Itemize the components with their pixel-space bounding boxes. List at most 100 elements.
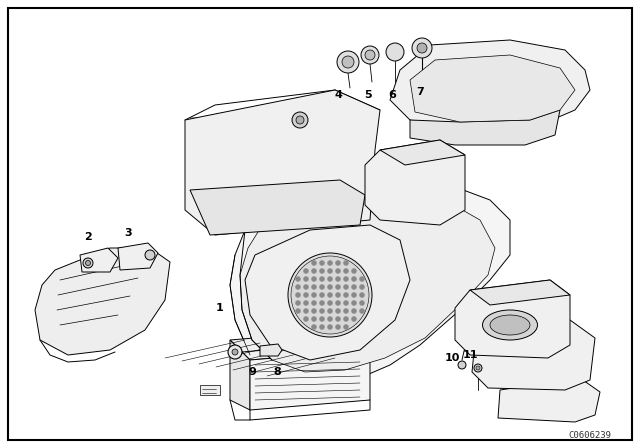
Circle shape	[296, 293, 301, 297]
Circle shape	[328, 260, 333, 266]
Circle shape	[312, 260, 317, 266]
Text: 10: 10	[444, 353, 460, 363]
Polygon shape	[455, 280, 570, 358]
Circle shape	[360, 284, 365, 289]
Circle shape	[312, 301, 317, 306]
Circle shape	[360, 301, 365, 306]
Polygon shape	[498, 378, 600, 422]
Circle shape	[303, 293, 308, 297]
Circle shape	[328, 293, 333, 297]
Circle shape	[386, 43, 404, 61]
Circle shape	[328, 276, 333, 281]
Polygon shape	[118, 243, 158, 270]
Circle shape	[328, 284, 333, 289]
Circle shape	[319, 301, 324, 306]
Circle shape	[328, 309, 333, 314]
Circle shape	[296, 309, 301, 314]
Circle shape	[303, 301, 308, 306]
Polygon shape	[80, 248, 118, 272]
Circle shape	[86, 260, 90, 266]
Circle shape	[474, 364, 482, 372]
Circle shape	[296, 116, 304, 124]
Circle shape	[328, 301, 333, 306]
Polygon shape	[365, 140, 465, 225]
Circle shape	[476, 366, 480, 370]
Circle shape	[291, 256, 369, 334]
Text: 2: 2	[84, 232, 92, 242]
Circle shape	[335, 284, 340, 289]
Polygon shape	[250, 350, 370, 410]
Circle shape	[319, 268, 324, 273]
Circle shape	[145, 250, 155, 260]
Polygon shape	[380, 140, 465, 165]
Circle shape	[344, 324, 349, 329]
Circle shape	[319, 309, 324, 314]
Circle shape	[335, 316, 340, 322]
Circle shape	[344, 309, 349, 314]
Circle shape	[319, 316, 324, 322]
Circle shape	[303, 268, 308, 273]
Text: 1: 1	[216, 303, 224, 313]
Circle shape	[351, 316, 356, 322]
Circle shape	[312, 316, 317, 322]
Polygon shape	[190, 180, 365, 235]
Circle shape	[351, 276, 356, 281]
Polygon shape	[35, 248, 170, 355]
Polygon shape	[240, 183, 495, 372]
Circle shape	[351, 301, 356, 306]
Circle shape	[344, 260, 349, 266]
Circle shape	[312, 268, 317, 273]
Polygon shape	[310, 162, 450, 185]
Circle shape	[296, 284, 301, 289]
Circle shape	[228, 345, 242, 359]
Circle shape	[458, 361, 466, 369]
Ellipse shape	[490, 315, 530, 335]
Polygon shape	[230, 330, 370, 360]
Circle shape	[296, 301, 301, 306]
Circle shape	[335, 293, 340, 297]
Polygon shape	[390, 40, 590, 130]
Polygon shape	[200, 385, 220, 395]
Circle shape	[83, 258, 93, 268]
Text: 7: 7	[416, 87, 424, 97]
Polygon shape	[410, 110, 560, 145]
Circle shape	[335, 324, 340, 329]
Circle shape	[344, 316, 349, 322]
Ellipse shape	[483, 310, 538, 340]
Circle shape	[319, 324, 324, 329]
Polygon shape	[472, 320, 595, 390]
Circle shape	[335, 309, 340, 314]
Text: 4: 4	[334, 90, 342, 100]
Polygon shape	[230, 165, 510, 385]
Circle shape	[335, 260, 340, 266]
Circle shape	[361, 46, 379, 64]
Text: 6: 6	[388, 90, 396, 100]
Circle shape	[360, 276, 365, 281]
Circle shape	[344, 268, 349, 273]
Circle shape	[351, 268, 356, 273]
Polygon shape	[185, 90, 380, 235]
Circle shape	[344, 276, 349, 281]
Circle shape	[312, 309, 317, 314]
Circle shape	[335, 301, 340, 306]
Polygon shape	[260, 344, 282, 356]
Circle shape	[292, 112, 308, 128]
Circle shape	[319, 260, 324, 266]
Polygon shape	[230, 340, 250, 410]
Circle shape	[312, 284, 317, 289]
Text: 5: 5	[364, 90, 372, 100]
Circle shape	[303, 276, 308, 281]
Circle shape	[319, 276, 324, 281]
Circle shape	[296, 276, 301, 281]
Circle shape	[312, 324, 317, 329]
Polygon shape	[470, 280, 570, 305]
Circle shape	[344, 293, 349, 297]
Polygon shape	[410, 55, 575, 122]
Circle shape	[351, 309, 356, 314]
Circle shape	[335, 276, 340, 281]
Circle shape	[342, 56, 354, 68]
Circle shape	[312, 293, 317, 297]
Circle shape	[328, 268, 333, 273]
Text: 8: 8	[273, 367, 281, 377]
Circle shape	[360, 309, 365, 314]
